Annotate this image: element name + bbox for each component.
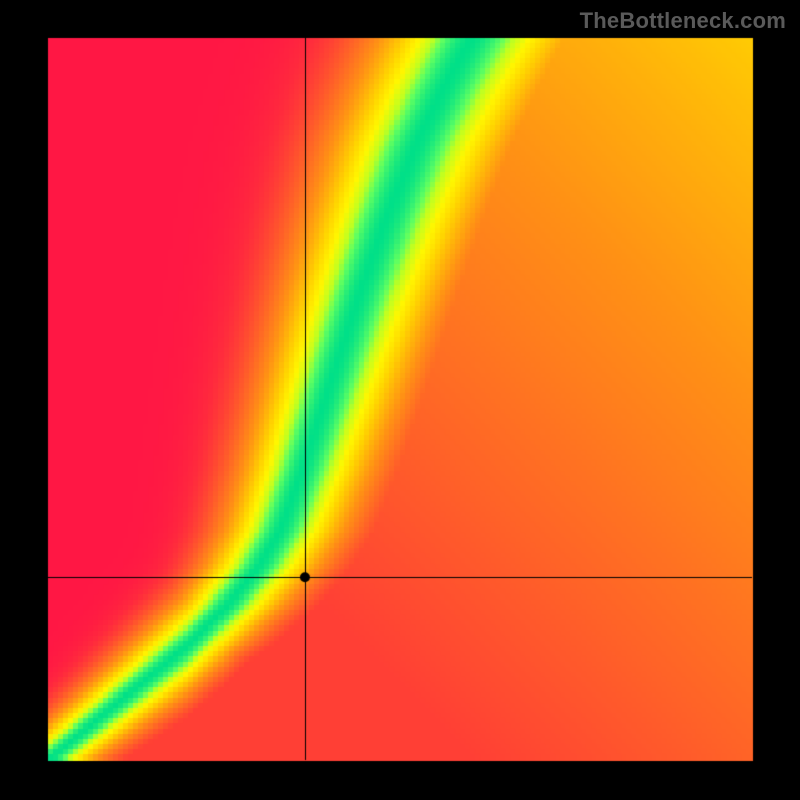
watermark-text: TheBottleneck.com (580, 8, 786, 34)
chart-container: TheBottleneck.com (0, 0, 800, 800)
heatmap-canvas (0, 0, 800, 800)
